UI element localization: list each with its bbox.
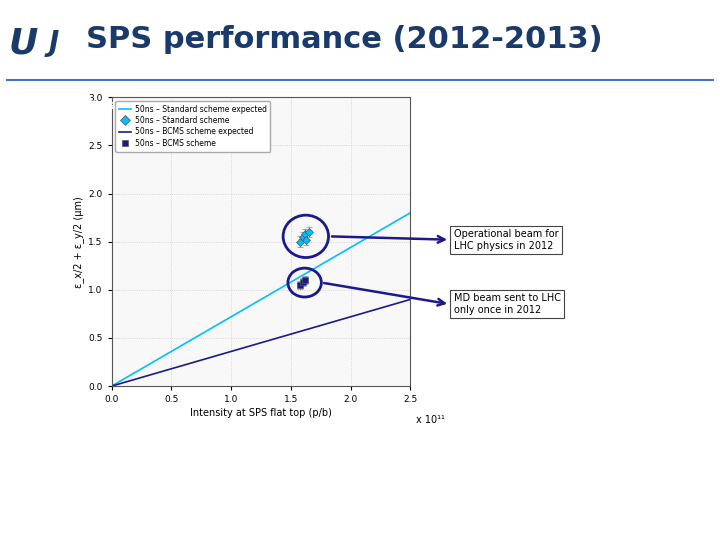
Y-axis label: ε_x/2 + ε_y/2 (μm): ε_x/2 + ε_y/2 (μm) (73, 196, 84, 287)
X-axis label: Intensity at SPS flat top (p/b): Intensity at SPS flat top (p/b) (190, 408, 332, 418)
Legend: 50ns – Standard scheme expected, 50ns – Standard scheme, 50ns – BCMS scheme expe: 50ns – Standard scheme expected, 50ns – … (115, 101, 270, 152)
Text: SPS performance (2012-2013): SPS performance (2012-2013) (86, 25, 603, 54)
Text: x 10¹¹: x 10¹¹ (416, 415, 445, 425)
Text: U: U (9, 26, 38, 60)
Text: 50 ns: 50 ns (78, 99, 115, 112)
Text: MD beam sent to LHC
only once in 2012: MD beam sent to LHC only once in 2012 (454, 293, 561, 315)
Text: J: J (49, 29, 59, 57)
Text: Operational beam for
LHC physics in 2012: Operational beam for LHC physics in 2012 (454, 229, 558, 251)
Text: •  Expected lines derived from the brightness
    curve of the PSB translated in: • Expected lines derived from the bright… (130, 448, 390, 497)
